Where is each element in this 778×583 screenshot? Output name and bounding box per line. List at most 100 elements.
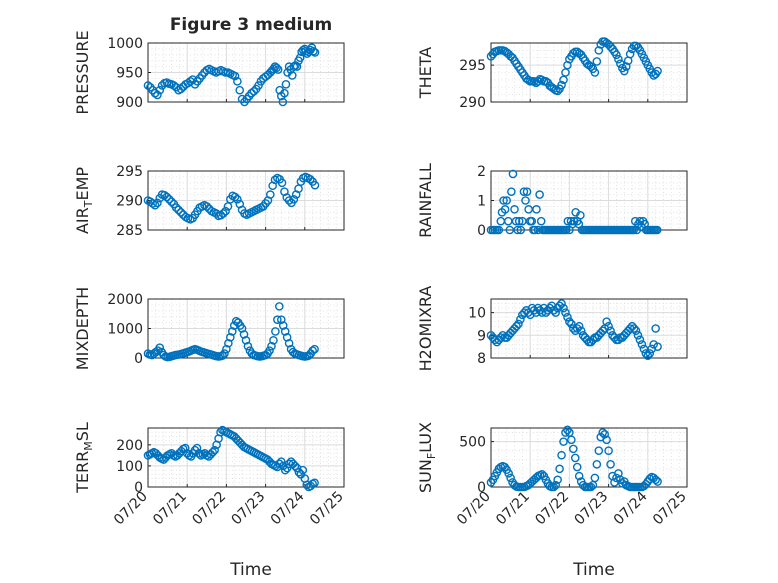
data-point [629,324,639,333]
x-tick-label: 07/20 [111,489,151,529]
data-point [233,195,242,204]
y-tick-label: 295 [459,58,486,74]
data-point [557,450,566,460]
subplot-pressure: 900 950 1000 PRESSURE [73,30,345,115]
data-point [602,435,611,445]
data-point [220,349,229,358]
data-point [586,482,596,492]
data-point [155,85,165,95]
series-markers [143,172,320,224]
subplot-terr-msl: 07/20 07/21 07/22 07/23 07/24 07/25 0 100 200 TER… [73,422,347,528]
data-point [153,198,162,208]
data-point [551,480,560,490]
data-point [536,216,546,226]
data-point [227,327,237,336]
data-point [559,437,568,446]
data-point [653,66,662,76]
y-tick-label: 1 [477,194,486,210]
xlabel-left: Time [229,560,272,580]
y-tick-label: 285 [116,223,143,239]
data-point [310,180,320,190]
data-point [281,80,291,89]
data-point [559,303,568,313]
data-point [514,216,524,226]
data-point [590,473,600,483]
data-point [310,48,320,57]
data-point [553,475,562,485]
data-point [282,463,292,473]
data-point [510,205,519,214]
data-point [278,321,288,330]
data-point [513,225,522,235]
data-point [239,330,249,339]
data-point [273,65,283,74]
data-point [237,324,247,333]
data-point [309,46,318,56]
data-point [500,205,510,214]
data-point [230,71,240,81]
data-point [570,453,580,463]
data-point [523,75,533,85]
data-point [563,312,572,322]
x-tick-label: 07/20 [454,489,494,529]
data-point [600,430,609,439]
data-point [594,446,604,455]
xlabel-right: Time [572,560,615,580]
data-point [254,81,263,90]
data-point [602,317,611,326]
y-tick-label: 500 [459,435,486,451]
data-point [555,464,564,474]
subplot-h2omixra: 8 9 10 H2OMIXRA [416,286,688,371]
data-point [508,169,518,179]
series-markers [143,425,319,492]
plot-area [490,427,688,488]
data-point [290,461,300,471]
data-point [572,462,582,472]
y-axis-label: SUNFLUX [416,422,438,493]
data-point [576,326,586,336]
data-point [594,46,604,55]
y-tick-label: 0 [134,351,143,367]
data-point [574,321,584,331]
data-point [653,477,662,486]
y-tick-label: 2000 [107,292,143,308]
data-point [502,196,511,205]
data-point [233,77,242,86]
data-point [241,335,251,345]
data-point [652,225,662,235]
data-point [276,315,286,324]
x-tick-label: 07/22 [189,489,229,529]
data-point [612,473,621,483]
data-point [302,480,312,490]
data-point [578,480,588,490]
x-tick-label: 07/23 [572,489,612,529]
data-point [494,225,504,235]
data-point [590,68,600,77]
y-tick-label: 290 [116,194,143,210]
data-point [653,342,662,351]
data-point [265,346,274,355]
data-point [272,63,281,73]
data-point [606,460,615,469]
axes-box [147,298,345,359]
data-point [645,349,655,358]
data-point [514,319,523,329]
data-point [230,192,240,202]
x-tick-label: 07/24 [268,488,308,528]
y-axis-label: THETA [416,47,435,99]
series-markers [486,37,662,96]
y-tick-label: 290 [459,95,486,111]
data-point [292,62,302,71]
data-point [527,216,537,226]
data-point [557,80,566,90]
data-point [275,302,284,311]
data-point [511,216,521,226]
data-point [625,49,635,59]
data-point [549,482,559,492]
data-point [150,200,160,210]
data-point [586,62,596,71]
y-tick-label: 9 [477,328,486,344]
data-point [496,333,506,342]
data-point [561,225,571,235]
figure-title: Figure 3 medium [170,15,332,35]
